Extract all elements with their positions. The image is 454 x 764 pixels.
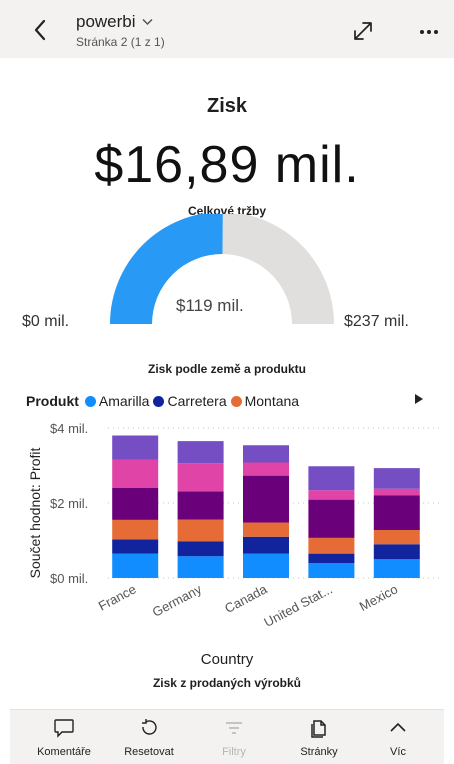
x-tick-label: Germany [150,581,205,620]
legend-label: Carretera [167,393,227,409]
play-right-icon [415,394,423,404]
legend-dot [84,395,96,407]
x-tick-label: France [96,581,139,613]
bar-segment [243,553,289,578]
bar-segment [308,563,355,578]
bar-segment [373,495,420,530]
bar-segment [177,441,224,464]
reset-label: Resetovat [124,746,174,758]
expand-button[interactable] [350,18,376,44]
bar-segment [177,463,224,492]
y-tick-label: $4 mil. [50,421,88,436]
pages-label: Stránky [300,746,338,758]
more-options-label: Víc [390,746,406,758]
more-icon [420,30,438,34]
report-title-area[interactable]: powerbi Stránka 2 (1 z 1) [76,12,165,49]
gauge-chart[interactable] [0,214,454,334]
legend-dot [230,395,242,407]
bar-segment [373,559,420,578]
bar-segment [112,488,159,520]
bar-segment [373,544,420,560]
page-indicator: Stránka 2 (1 z 1) [76,35,165,49]
bar-segment [308,499,355,538]
filters-button[interactable]: Filtry [194,710,274,764]
legend-item-carretera[interactable]: Carretera [153,393,227,409]
back-button[interactable] [26,16,54,44]
comments-label: Komentáře [37,746,91,758]
more-button[interactable] [414,16,444,42]
reset-button[interactable]: Resetovat [109,710,189,764]
bar-segment [373,530,420,545]
dropdown-chevron-icon [142,18,153,26]
bar-segment [112,553,159,578]
pages-icon [311,720,326,738]
bar-segment [112,435,159,460]
report-name: powerbi [76,12,136,31]
gauge-fill [110,214,223,324]
bar-segment [308,490,355,500]
pages-button[interactable]: Stránky [279,710,359,764]
x-tick-label: United Stat... [261,581,334,630]
expand-icon [354,22,372,40]
filter-icon [226,722,242,734]
bar-segment [177,556,224,578]
y-tick-label: $0 mil. [50,571,88,586]
bar-segment [373,468,420,489]
back-chevron-icon [34,19,46,41]
x-axis-title: Country [200,651,254,668]
legend-title: Produkt [26,393,79,409]
comment-icon [54,719,74,738]
more-options-button[interactable]: Víc [358,710,438,764]
bar-segment [308,537,355,554]
bar-segment [177,491,224,520]
legend-item-amarilla[interactable]: Amarilla [84,393,150,409]
kpi-title: Zisk [206,95,248,117]
legend-dot [153,395,165,407]
legend-next-button[interactable] [415,393,423,407]
comments-button[interactable]: Komentáře [24,710,104,764]
bar-segment [112,539,159,554]
chart-legend: Produkt Amarilla Carretera Montana [26,393,303,409]
bar-segment [112,459,159,488]
x-tick-label: Canada [222,581,270,616]
bar-segment [308,553,355,563]
top-bar: powerbi Stránka 2 (1 z 1) [0,0,454,58]
y-tick-label: $2 mil. [50,496,88,511]
bar-segment [373,488,420,496]
x-tick-label: Mexico [357,581,400,614]
legend-item-montana[interactable]: Montana [230,393,300,409]
bar-segment [243,475,289,523]
bar-segment [243,522,289,537]
stacked-bar-chart[interactable]: $0 mil. $2 mil. $4 mil. Součet hodnot: Prof… [0,410,454,650]
gauge-min-label: $0 mil. [22,313,70,330]
reset-icon [142,719,157,735]
gauge-value-label: $119 mil. [176,296,244,315]
bottom-toolbar: Komentáře Resetovat Filtry Stránky Víc [10,709,444,764]
bar-segment [112,519,159,540]
legend-label: Montana [244,393,300,409]
bar-segment [177,519,224,542]
gauge-max-label: $237 mil. [344,313,409,330]
bar-segment [308,466,355,491]
kpi-value: $16,89 mil. [94,136,360,194]
chart-title: Zisk podle země a produktu [147,362,307,376]
bar-segment [243,462,289,476]
bar-segment [177,541,224,557]
y-axis-title: Součet hodnot: Profit [27,448,43,579]
filters-label: Filtry [222,746,246,758]
next-visual-title: Zisk z prodaných výrobků [152,676,302,690]
bar-segment [243,536,289,554]
report-title[interactable]: powerbi [76,12,165,32]
legend-label: Amarilla [98,393,150,409]
chevron-up-icon [390,722,406,732]
bar-segment [243,445,289,463]
